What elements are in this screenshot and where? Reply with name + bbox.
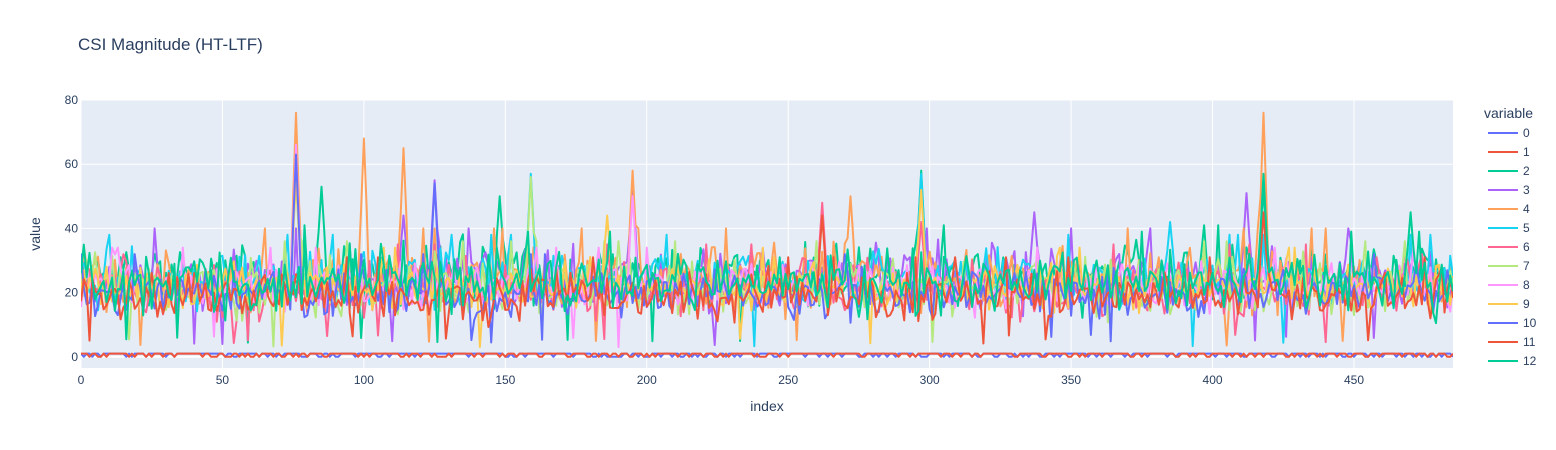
legend-item-5[interactable]: 5: [1488, 221, 1530, 235]
x-tick-label: 150: [495, 373, 515, 387]
y-tick-label: 20: [65, 286, 79, 300]
series-line-10: [81, 153, 1453, 344]
series-line-1: [81, 352, 1453, 358]
y-tick-label: 40: [65, 221, 79, 235]
x-tick-label: 100: [354, 373, 374, 387]
y-tick-label: 0: [71, 350, 78, 364]
legend-item-10[interactable]: 10: [1488, 316, 1537, 330]
legend-label: 2: [1523, 164, 1530, 178]
legend-item-0[interactable]: 0: [1488, 126, 1530, 140]
series-layer: [81, 111, 1453, 358]
tick-labels: 0 50 100 150 200 250 300 350 400 450 0 20 40 60 80: [65, 93, 1365, 387]
legend-item-6[interactable]: 6: [1488, 240, 1530, 254]
legend-label: 6: [1523, 240, 1530, 254]
legend-label: 8: [1523, 278, 1530, 292]
series-line-12: [81, 172, 1453, 344]
y-tick-label: 60: [65, 157, 79, 171]
chart-title: CSI Magnitude (HT-LTF): [78, 35, 263, 54]
legend-label: 10: [1523, 316, 1537, 330]
x-tick-label: 200: [637, 373, 657, 387]
x-axis-title: index: [750, 398, 783, 414]
legend-label: 4: [1523, 202, 1530, 216]
legend-title: variable: [1484, 105, 1533, 121]
legend-label: 11: [1523, 335, 1536, 349]
legend-item-4[interactable]: 4: [1488, 202, 1530, 216]
legend-label: 5: [1523, 221, 1530, 235]
legend-item-12[interactable]: 12: [1488, 354, 1537, 368]
legend-item-2[interactable]: 2: [1488, 164, 1530, 178]
legend-label: 0: [1523, 126, 1530, 140]
legend-item-11[interactable]: 11: [1488, 335, 1536, 349]
x-tick-label: 250: [778, 373, 798, 387]
y-axis-title: value: [27, 217, 43, 251]
legend-item-1[interactable]: 1: [1488, 145, 1530, 159]
legend-label: 9: [1523, 297, 1530, 311]
y-tick-label: 80: [65, 93, 79, 107]
legend-label: 1: [1523, 145, 1530, 159]
legend-item-9[interactable]: 9: [1488, 297, 1530, 311]
legend-item-7[interactable]: 7: [1488, 259, 1530, 273]
x-tick-label: 350: [1061, 373, 1081, 387]
legend-label: 7: [1523, 259, 1530, 273]
legend-label: 12: [1523, 354, 1537, 368]
x-tick-label: 50: [216, 373, 230, 387]
x-tick-label: 400: [1203, 373, 1223, 387]
x-tick-label: 450: [1344, 373, 1364, 387]
plot-area: [81, 100, 1453, 368]
legend-label: 3: [1523, 183, 1530, 197]
legend-item-3[interactable]: 3: [1488, 183, 1530, 197]
x-tick-label: 300: [920, 373, 940, 387]
series-line-11: [81, 211, 1453, 345]
legend-item-8[interactable]: 8: [1488, 278, 1530, 292]
x-tick-label: 0: [78, 373, 85, 387]
